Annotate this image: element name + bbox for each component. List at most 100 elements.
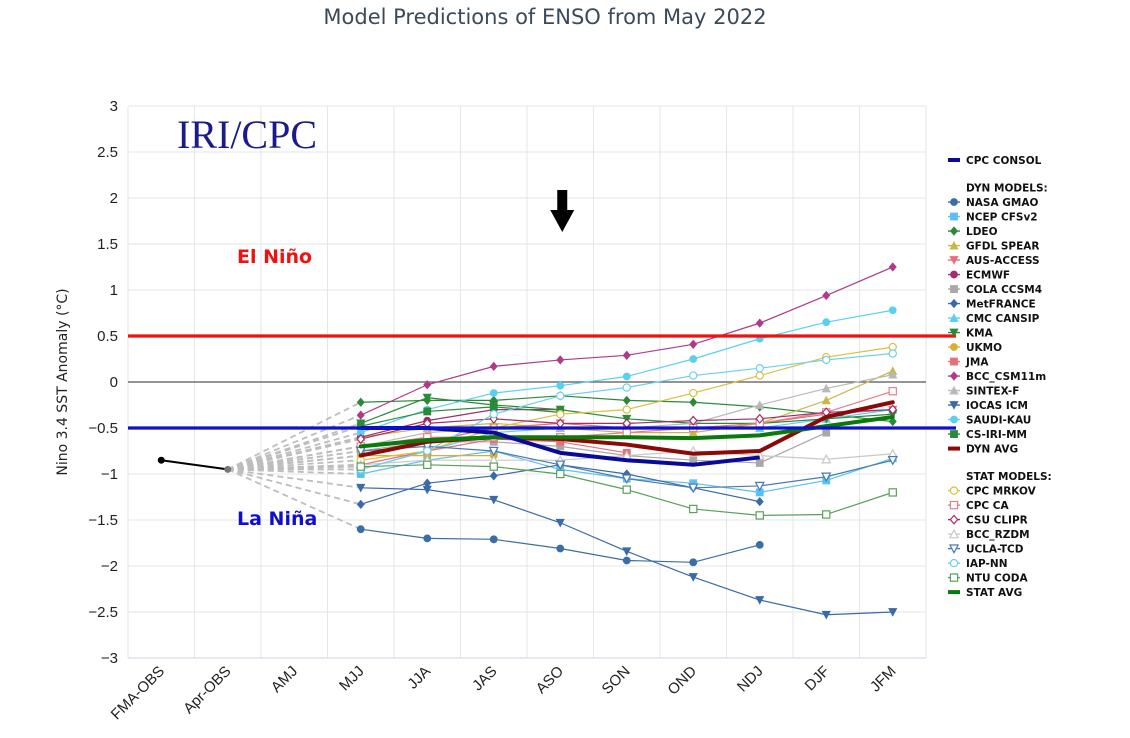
legend-label: CPC MRKOV [966, 486, 1037, 498]
data-point-ucla-tcd [754, 481, 765, 492]
x-tick-label: Apr-OBS [180, 663, 234, 717]
legend-marker [949, 573, 959, 582]
data-point-bcc-csm11m [755, 318, 764, 328]
data-point-iap-nn [423, 446, 432, 456]
legend-marker [950, 371, 958, 381]
data-point-ucla-tcd [621, 474, 632, 484]
data-point-csu-clipr [755, 413, 765, 424]
legend-marker [948, 544, 960, 554]
legend-item: CPC CONSOL [948, 155, 1042, 167]
data-point-iocas-icm [821, 610, 831, 620]
observed-point [157, 456, 165, 464]
legend-item: COLA CCSM4 [948, 284, 1042, 296]
legend-label: NCEP CFSv2 [966, 212, 1038, 224]
legend-item: IOCAS ICM [948, 400, 1028, 412]
legend-marker [949, 328, 959, 338]
x-tick-label: JAS [469, 663, 500, 694]
legend-label: AUS-ACCESS [966, 255, 1040, 267]
data-point-ldeo [888, 416, 897, 427]
legend-label: DYN AVG [966, 444, 1018, 456]
legend-label: KMA [966, 328, 994, 340]
legend-label: IAP-NN [966, 558, 1007, 570]
legend-item: JMA [948, 357, 989, 369]
legend: CPC CONSOL DYN MODELS: NASA GMAO NCEP CFSv2… [948, 155, 1052, 599]
legend-label: CPC CONSOL [966, 155, 1042, 167]
data-point-nasa-gmao [356, 525, 365, 534]
x-tick-label: OND [664, 663, 700, 699]
legend-label: UKMO [966, 342, 1002, 354]
data-point-kma [422, 393, 432, 403]
plume-line-cs-iri-mm [227, 425, 362, 471]
data-point-cpc-mrkov [689, 388, 698, 398]
data-point-bcc-csm11m [689, 339, 698, 349]
data-point-metfrance [755, 496, 764, 507]
data-point-ntu-coda [888, 488, 897, 497]
legend-label: CPC CA [966, 500, 1009, 512]
data-point-nasa-gmao [423, 534, 432, 543]
data-point-sintex-f [755, 400, 765, 409]
data-point-cpc-mrkov [622, 405, 631, 414]
legend-label: MetFRANCE [966, 299, 1036, 311]
data-point-ntu-coda [689, 504, 698, 514]
data-point-csu-clipr [356, 433, 366, 445]
brand-label: IRI/CPC [177, 112, 317, 157]
data-point-saudi-kau [622, 372, 631, 381]
legend-marker [949, 558, 959, 568]
data-point-nasa-gmao [556, 544, 565, 553]
data-point-bcc-csm11m [556, 355, 565, 365]
y-tick-label: 0 [110, 374, 118, 391]
data-point-saudi-kau [822, 318, 831, 327]
chart-title: Model Predictions of ENSO from May 2022 [323, 5, 766, 29]
plume-line-iocas-icm [227, 468, 361, 489]
legend-item: CMC CANSIP [948, 313, 1040, 325]
plume-line-ntu-coda [227, 465, 361, 471]
data-point-ldeo [689, 397, 698, 407]
legend-marker [949, 486, 959, 495]
legend-item: NASA GMAO [948, 197, 1038, 209]
data-point-csu-clipr [688, 415, 698, 426]
legend-label: LDEO [966, 226, 998, 238]
data-point-bcc-rzdm [821, 453, 832, 464]
data-point-cpc-mrkov [755, 371, 764, 380]
series-bcc-csm11m [356, 262, 897, 420]
legend-label: COLA CCSM4 [966, 284, 1042, 296]
legend-marker [950, 226, 958, 236]
series-line-cs-iri-mm [360, 406, 561, 427]
data-point-ntu-coda [622, 485, 631, 494]
data-point-ucla-tcd [821, 472, 832, 483]
grid [127, 105, 927, 659]
legend-label: BCC_RZDM [966, 529, 1030, 541]
el-nino-label: El Niño [237, 246, 312, 268]
legend-label: CSU CLIPR [966, 515, 1028, 527]
data-point-ucla-tcd [688, 483, 699, 494]
data-point-iap-nn [755, 364, 764, 373]
plume-line-saudi-kau [227, 431, 361, 471]
data-point-iap-nn [622, 383, 631, 392]
legend-item: UKMO [948, 342, 1002, 354]
x-tick-label: ASO [533, 663, 567, 697]
data-point-iocas-icm [555, 518, 565, 528]
data-point-iocas-icm [622, 547, 632, 557]
series-layer [355, 262, 898, 620]
legend-marker [949, 401, 959, 410]
data-point-cpc-mrkov [556, 410, 565, 419]
legend-item: UCLA-TCD [948, 544, 1024, 556]
y-axis-label: Nino 3.4 SST Anomaly (°C) [55, 288, 71, 475]
legend-item: BCC_RZDM [948, 528, 1030, 541]
legend-label: GFDL SPEAR [966, 241, 1040, 253]
y-tick-label: −2 [101, 558, 118, 575]
data-point-bcc-csm11m [888, 262, 897, 272]
legend-item: MetFRANCE [948, 299, 1036, 311]
data-point-ucla-tcd [488, 446, 499, 457]
legend-marker [950, 212, 958, 221]
x-tick-labels: FMA-OBS Apr-OBS AMJ MJJ JJA JAS ASO SON OND NDJ DJ… [108, 663, 900, 723]
legend-item: GFDL SPEAR [948, 241, 1040, 253]
data-point-nasa-gmao [622, 556, 631, 565]
data-point-bcc-csm11m [822, 290, 831, 301]
legend-marker [950, 270, 958, 279]
y-tick-label: 2.5 [97, 144, 118, 161]
data-point-sintex-f [888, 369, 898, 379]
data-point-saudi-kau [489, 389, 498, 397]
legend-item: KMA [948, 328, 994, 340]
